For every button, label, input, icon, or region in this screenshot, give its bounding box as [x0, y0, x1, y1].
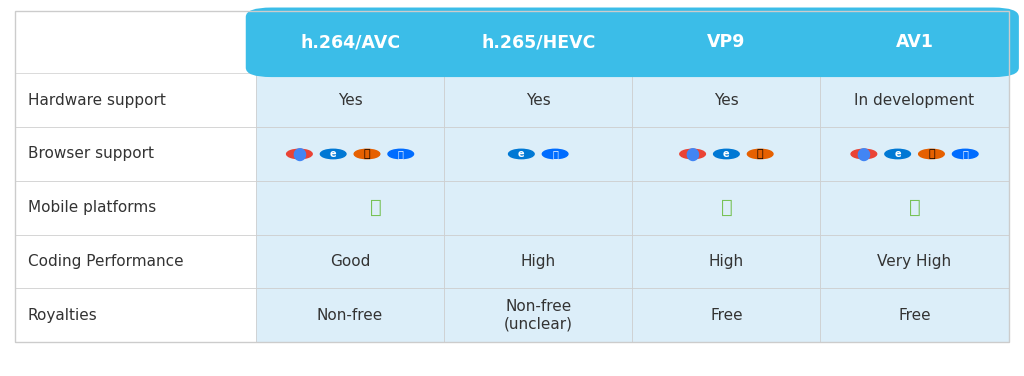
Bar [632, 181, 820, 235]
Text: h.264/AVC: h.264/AVC [300, 33, 400, 51]
Text: 🤖: 🤖 [908, 198, 921, 217]
Circle shape [952, 149, 978, 159]
Text: h.265/HEVC: h.265/HEVC [481, 33, 595, 51]
Text: 🤖: 🤖 [721, 198, 732, 217]
Text: High: High [520, 254, 556, 269]
Bar [15, 235, 256, 288]
Text: 🦊: 🦊 [928, 149, 935, 159]
Circle shape [509, 149, 535, 159]
Bar [256, 235, 444, 288]
Text: Royalties: Royalties [28, 308, 97, 323]
Circle shape [287, 149, 312, 159]
Bar [444, 288, 632, 342]
Text: e: e [518, 149, 524, 159]
Text: VP9: VP9 [708, 33, 745, 51]
Bar [632, 288, 820, 342]
Text: Free: Free [898, 308, 931, 323]
Circle shape [885, 149, 910, 159]
Bar [444, 235, 632, 288]
Text: Yes: Yes [526, 93, 551, 108]
Bar [256, 73, 444, 127]
Bar [820, 127, 1009, 181]
Text: 🦊: 🦊 [364, 149, 371, 159]
Text: ⓪: ⓪ [963, 149, 968, 159]
Text: Non-free
(unclear): Non-free (unclear) [504, 299, 572, 332]
Text: e: e [723, 149, 730, 159]
Circle shape [321, 149, 346, 159]
Text: Hardware support: Hardware support [28, 93, 166, 108]
Text: Non-free: Non-free [317, 308, 383, 323]
Text: AV1: AV1 [896, 33, 934, 51]
Text: ⓪: ⓪ [398, 149, 403, 159]
Bar [632, 127, 820, 181]
Circle shape [543, 149, 568, 159]
Text: Browser support: Browser support [28, 147, 154, 161]
Bar [256, 127, 444, 181]
Bar [256, 288, 444, 342]
Text: Free: Free [710, 308, 742, 323]
Text: In development: In development [854, 93, 975, 108]
Bar [15, 73, 256, 127]
Bar [15, 181, 256, 235]
Text: Mobile platforms: Mobile platforms [28, 200, 156, 215]
Bar [15, 11, 1009, 342]
Text: Good: Good [330, 254, 371, 269]
Bar [444, 73, 632, 127]
Text: Yes: Yes [714, 93, 738, 108]
Bar [444, 181, 632, 235]
Text: Yes: Yes [338, 93, 362, 108]
Text: ⬤: ⬤ [686, 147, 699, 161]
Circle shape [748, 149, 773, 159]
Bar [256, 181, 444, 235]
Text: e: e [894, 149, 901, 159]
Circle shape [851, 149, 877, 159]
Bar [15, 127, 256, 181]
Bar [820, 288, 1009, 342]
Bar [444, 127, 632, 181]
Text: 🤖: 🤖 [370, 198, 382, 217]
Text: ⬤: ⬤ [293, 147, 306, 161]
Text: ⬤: ⬤ [857, 147, 870, 161]
Circle shape [680, 149, 706, 159]
Bar [632, 73, 820, 127]
Text: Coding Performance: Coding Performance [28, 254, 183, 269]
Bar [15, 288, 256, 342]
Text: 🦊: 🦊 [757, 149, 764, 159]
Circle shape [919, 149, 944, 159]
Text: High: High [709, 254, 744, 269]
FancyBboxPatch shape [246, 8, 1019, 77]
Text: ⓪: ⓪ [552, 149, 558, 159]
Bar [632, 235, 820, 288]
Bar [820, 181, 1009, 235]
Bar [820, 235, 1009, 288]
Text: Very High: Very High [878, 254, 951, 269]
Circle shape [388, 149, 414, 159]
Text: e: e [330, 149, 337, 159]
Circle shape [354, 149, 380, 159]
Circle shape [714, 149, 739, 159]
Bar [820, 73, 1009, 127]
